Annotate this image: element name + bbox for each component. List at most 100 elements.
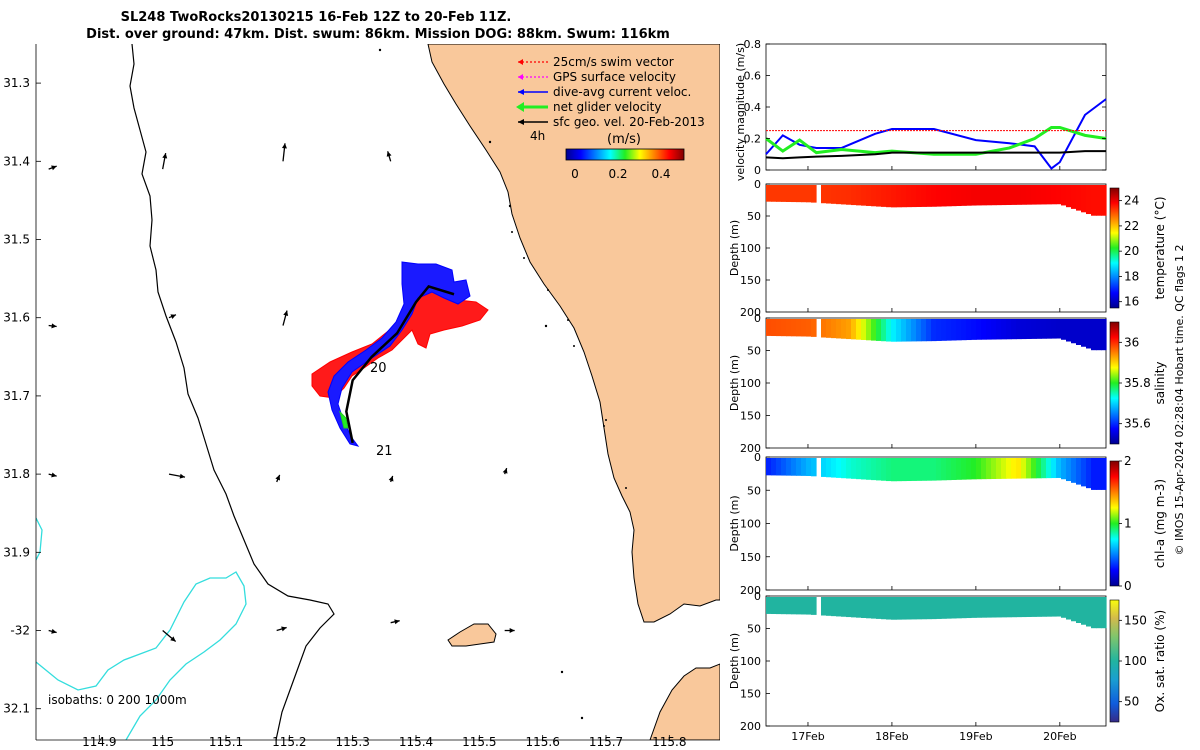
geo-vector-head	[283, 310, 289, 317]
section-cell	[881, 319, 887, 342]
depth-tick-label: 200	[740, 442, 761, 455]
cbar-tick-label: 50	[1124, 695, 1139, 709]
section-cell	[916, 458, 922, 481]
variable-label: temperature (°C)	[1153, 197, 1167, 300]
section-cell	[781, 597, 787, 615]
section-cell	[911, 319, 917, 342]
section-cell	[846, 597, 852, 618]
section-cell	[991, 319, 997, 340]
cbar-tick-label: 20	[1124, 244, 1139, 258]
section-cell	[876, 597, 882, 619]
map-xtick-label: 115.4	[399, 735, 433, 749]
depth-tick-label: 50	[747, 484, 761, 497]
section-cell	[986, 597, 992, 618]
section-cell	[841, 597, 847, 617]
section-cell	[886, 458, 892, 482]
section-cell	[1011, 319, 1017, 340]
section-cell	[891, 319, 897, 342]
isobath-1000	[36, 517, 247, 740]
section-cell	[1031, 185, 1037, 205]
section-colorbar	[1109, 460, 1120, 587]
section-cell	[981, 458, 987, 480]
map-xtick-label: 115	[151, 735, 174, 749]
section-cell	[1006, 597, 1012, 618]
section-cell	[806, 319, 812, 337]
map-xtick-label: 115.2	[272, 735, 306, 749]
section-cell	[1071, 458, 1077, 483]
section-cell	[951, 319, 957, 341]
section-cell	[986, 458, 992, 480]
geo-vector-head	[162, 153, 168, 159]
cbar-tick-02: 0.2	[608, 167, 627, 181]
vel-ytick-label: 0.2	[744, 133, 762, 146]
depth-tick-label: 150	[740, 274, 761, 287]
date-tick-label: 20Feb	[1043, 730, 1076, 743]
section-cell	[926, 597, 932, 620]
section-cell	[861, 597, 867, 618]
section-cell	[1051, 458, 1057, 479]
geo-vector	[162, 630, 177, 643]
section-panel-0: 0 50 100 150 200 Depth (m) 16 18 20 22 24 temperatu…	[728, 178, 1167, 319]
section-cell	[1021, 458, 1027, 479]
section-cell	[961, 185, 967, 206]
section-cell	[1026, 597, 1032, 617]
section-cell	[831, 597, 837, 617]
section-cell	[1026, 319, 1032, 339]
isobath-note: isobaths: 0 200 1000m	[48, 693, 187, 707]
section-cell	[811, 185, 817, 203]
geo-vector	[282, 310, 289, 326]
section-cell	[996, 458, 1002, 479]
section-cell	[1001, 458, 1007, 479]
depth-ylabel: Depth (m)	[728, 495, 741, 551]
section-cell	[1086, 185, 1092, 215]
map-ytick-label: 31.3	[3, 76, 30, 90]
section-cell	[936, 319, 942, 341]
section-cell	[776, 458, 782, 476]
section-cell	[976, 319, 982, 340]
section-cell	[1091, 185, 1097, 216]
geo-vector	[48, 323, 57, 329]
legend-dive: dive-avg current veloc.	[553, 85, 691, 99]
depth-tick-label: 100	[740, 242, 761, 255]
section-cell	[896, 458, 902, 482]
section-cell	[911, 458, 917, 481]
section-cell	[941, 319, 947, 341]
section-cell	[981, 185, 987, 206]
section-cell	[1006, 458, 1012, 479]
section-cell	[1091, 319, 1097, 351]
section-cell	[1046, 458, 1052, 479]
cbar-tick-label: 150	[1124, 613, 1147, 627]
section-cell	[1061, 319, 1067, 340]
vel-ytick-label: 0	[754, 164, 761, 177]
geo-vector-head	[281, 626, 287, 632]
section-cell	[1016, 597, 1022, 618]
section-cell	[986, 185, 992, 206]
section-cell	[886, 319, 892, 342]
section-cell	[781, 458, 787, 476]
geo-vector	[48, 165, 57, 171]
legend: 25cm/s swim vector GPS surface velocity …	[516, 55, 705, 181]
section-cell	[1046, 319, 1052, 339]
section-cell	[781, 319, 787, 337]
section-cell	[901, 458, 907, 482]
section-cell	[846, 185, 852, 205]
depth-tick-label: 0	[754, 312, 761, 325]
section-cell	[811, 458, 817, 477]
section-cell	[841, 185, 847, 205]
depth-ylabel: Depth (m)	[728, 220, 741, 276]
geo-vector-head	[51, 472, 57, 478]
section-cell	[776, 185, 782, 202]
geo-vector-head	[388, 475, 394, 482]
section-panel-2: 0 50 100 150 200 Depth (m) 0 1 2 chl-a (mg m-3)	[728, 451, 1167, 597]
velocity-panel: 0 0.2 0.4 0.6 0.8 velocity magnitude (m/s)	[734, 38, 1107, 181]
depth-tick-label: 50	[747, 210, 761, 223]
section-cell	[881, 185, 887, 207]
geo-vector	[388, 475, 394, 483]
section-cell	[876, 185, 882, 207]
section-cell	[946, 597, 952, 619]
section-cell	[856, 319, 862, 340]
section-cell	[861, 185, 867, 206]
geo-vector-head	[51, 323, 57, 329]
section-cell	[876, 319, 882, 341]
